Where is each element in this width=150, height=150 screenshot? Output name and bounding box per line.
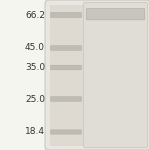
FancyBboxPatch shape — [45, 0, 150, 150]
FancyBboxPatch shape — [83, 2, 148, 148]
Text: 25.0: 25.0 — [25, 94, 45, 103]
FancyBboxPatch shape — [86, 9, 145, 20]
Text: 18.4: 18.4 — [25, 128, 45, 136]
FancyBboxPatch shape — [51, 46, 81, 50]
FancyBboxPatch shape — [51, 97, 81, 101]
Text: 35.0: 35.0 — [25, 63, 45, 72]
FancyBboxPatch shape — [51, 65, 81, 70]
Bar — [50, 4, 84, 146]
FancyBboxPatch shape — [51, 12, 81, 18]
Text: 45.0: 45.0 — [25, 44, 45, 52]
Text: 66.2: 66.2 — [25, 11, 45, 20]
FancyBboxPatch shape — [51, 130, 81, 134]
